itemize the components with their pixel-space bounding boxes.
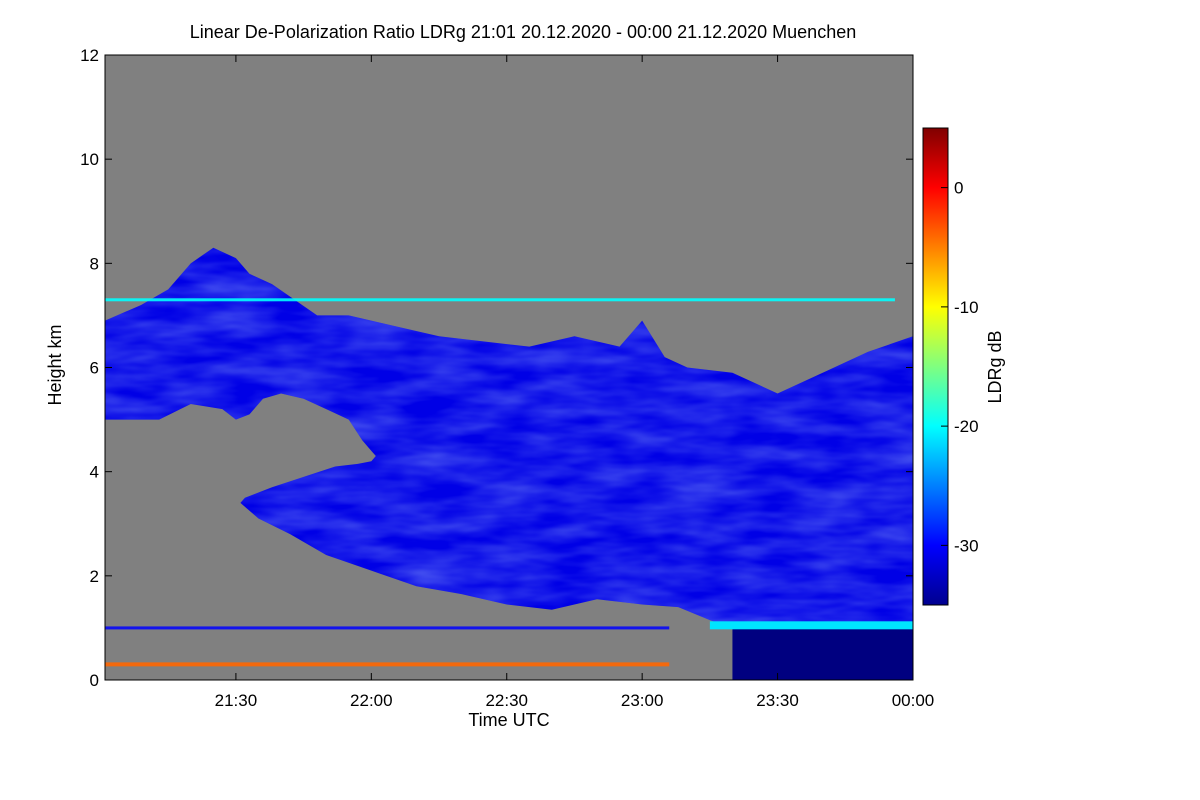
x-tick-label: 23:00 [621,691,664,710]
y-tick-label: 0 [90,671,99,690]
colorbar-gradient [922,127,949,606]
y-tick-label: 2 [90,567,99,586]
cirrus-band [105,298,895,302]
chart-title: Linear De-Polarization Ratio LDRg 21:01 … [190,22,856,42]
y-tick-label: 10 [80,150,99,169]
y-tick-label: 6 [90,359,99,378]
y-tick-label: 4 [90,463,99,482]
artifact-layer [105,626,670,630]
colorbar: 0 -10 -20 -30 LDRg dB [922,127,1005,606]
colorbar-label: LDRg dB [985,330,1005,403]
melting-layer-band [709,621,913,630]
colorbar-ticks: 0 -10 -20 -30 [941,179,979,555]
colorbar-tick-label: -30 [954,536,979,555]
x-tick-label: 22:30 [485,691,528,710]
x-tick-label: 23:30 [756,691,799,710]
plot-area [104,54,914,681]
colorbar-tick-label: -10 [954,298,979,317]
x-axis: 21:30 22:00 22:30 23:00 23:30 00:00 [215,55,935,710]
x-tick-label: 21:30 [215,691,258,710]
low-level-block [732,627,913,680]
y-tick-label: 12 [80,46,99,65]
colorbar-tick-label: 0 [954,179,963,198]
y-axis-label: Height km [45,324,65,405]
x-axis-label: Time UTC [468,710,549,730]
x-tick-label: 22:00 [350,691,393,710]
colorbar-tick-label: -20 [954,417,979,436]
ground-clutter-band [105,662,670,667]
y-axis: 0 2 4 6 8 10 12 [80,46,913,690]
y-tick-label: 8 [90,254,99,273]
x-tick-label: 00:00 [892,691,935,710]
